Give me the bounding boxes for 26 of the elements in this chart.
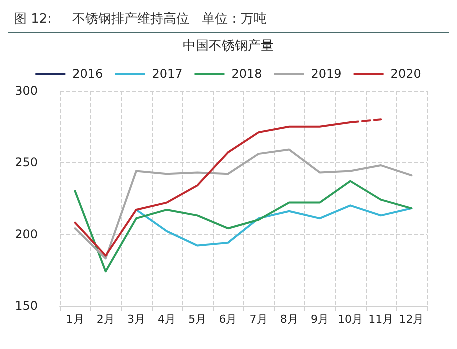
x-tick-label: 8月 — [280, 313, 298, 326]
chart-title: 图 12: 不锈钢排产维持高位 单位：万吨 — [8, 8, 449, 33]
y-tick-label: 250 — [15, 156, 38, 170]
line-series — [74, 180, 413, 273]
x-tick-label: 9月 — [310, 313, 329, 326]
legend-label: 2020 — [390, 67, 422, 81]
x-tick-label: 1月 — [66, 313, 84, 326]
x-tick-label: 12月 — [399, 313, 424, 326]
x-tick-label: 10月 — [338, 313, 364, 326]
x-tick-label: 5月 — [188, 313, 207, 326]
y-tick-label: 200 — [15, 227, 38, 242]
y-tick-label: 150 — [15, 299, 38, 313]
legend-label: 2018 — [232, 67, 262, 81]
x-tick-label: 4月 — [158, 313, 176, 326]
line-series — [135, 204, 413, 247]
x-tick-label: 3月 — [127, 313, 146, 326]
legend-label: 2019 — [311, 67, 342, 81]
x-tick-label: 11月 — [368, 313, 394, 326]
x-tick-label: 6月 — [219, 313, 238, 326]
legend-label: 2017 — [152, 67, 183, 81]
x-tick-label: 2月 — [96, 313, 115, 326]
x-tick-label: 7月 — [250, 313, 268, 326]
y-tick-label: 300 — [15, 84, 38, 98]
chart-subtitle: 中国不锈钢产量 — [183, 39, 274, 54]
line-series — [74, 148, 413, 260]
legend-label: 2016 — [72, 67, 104, 81]
